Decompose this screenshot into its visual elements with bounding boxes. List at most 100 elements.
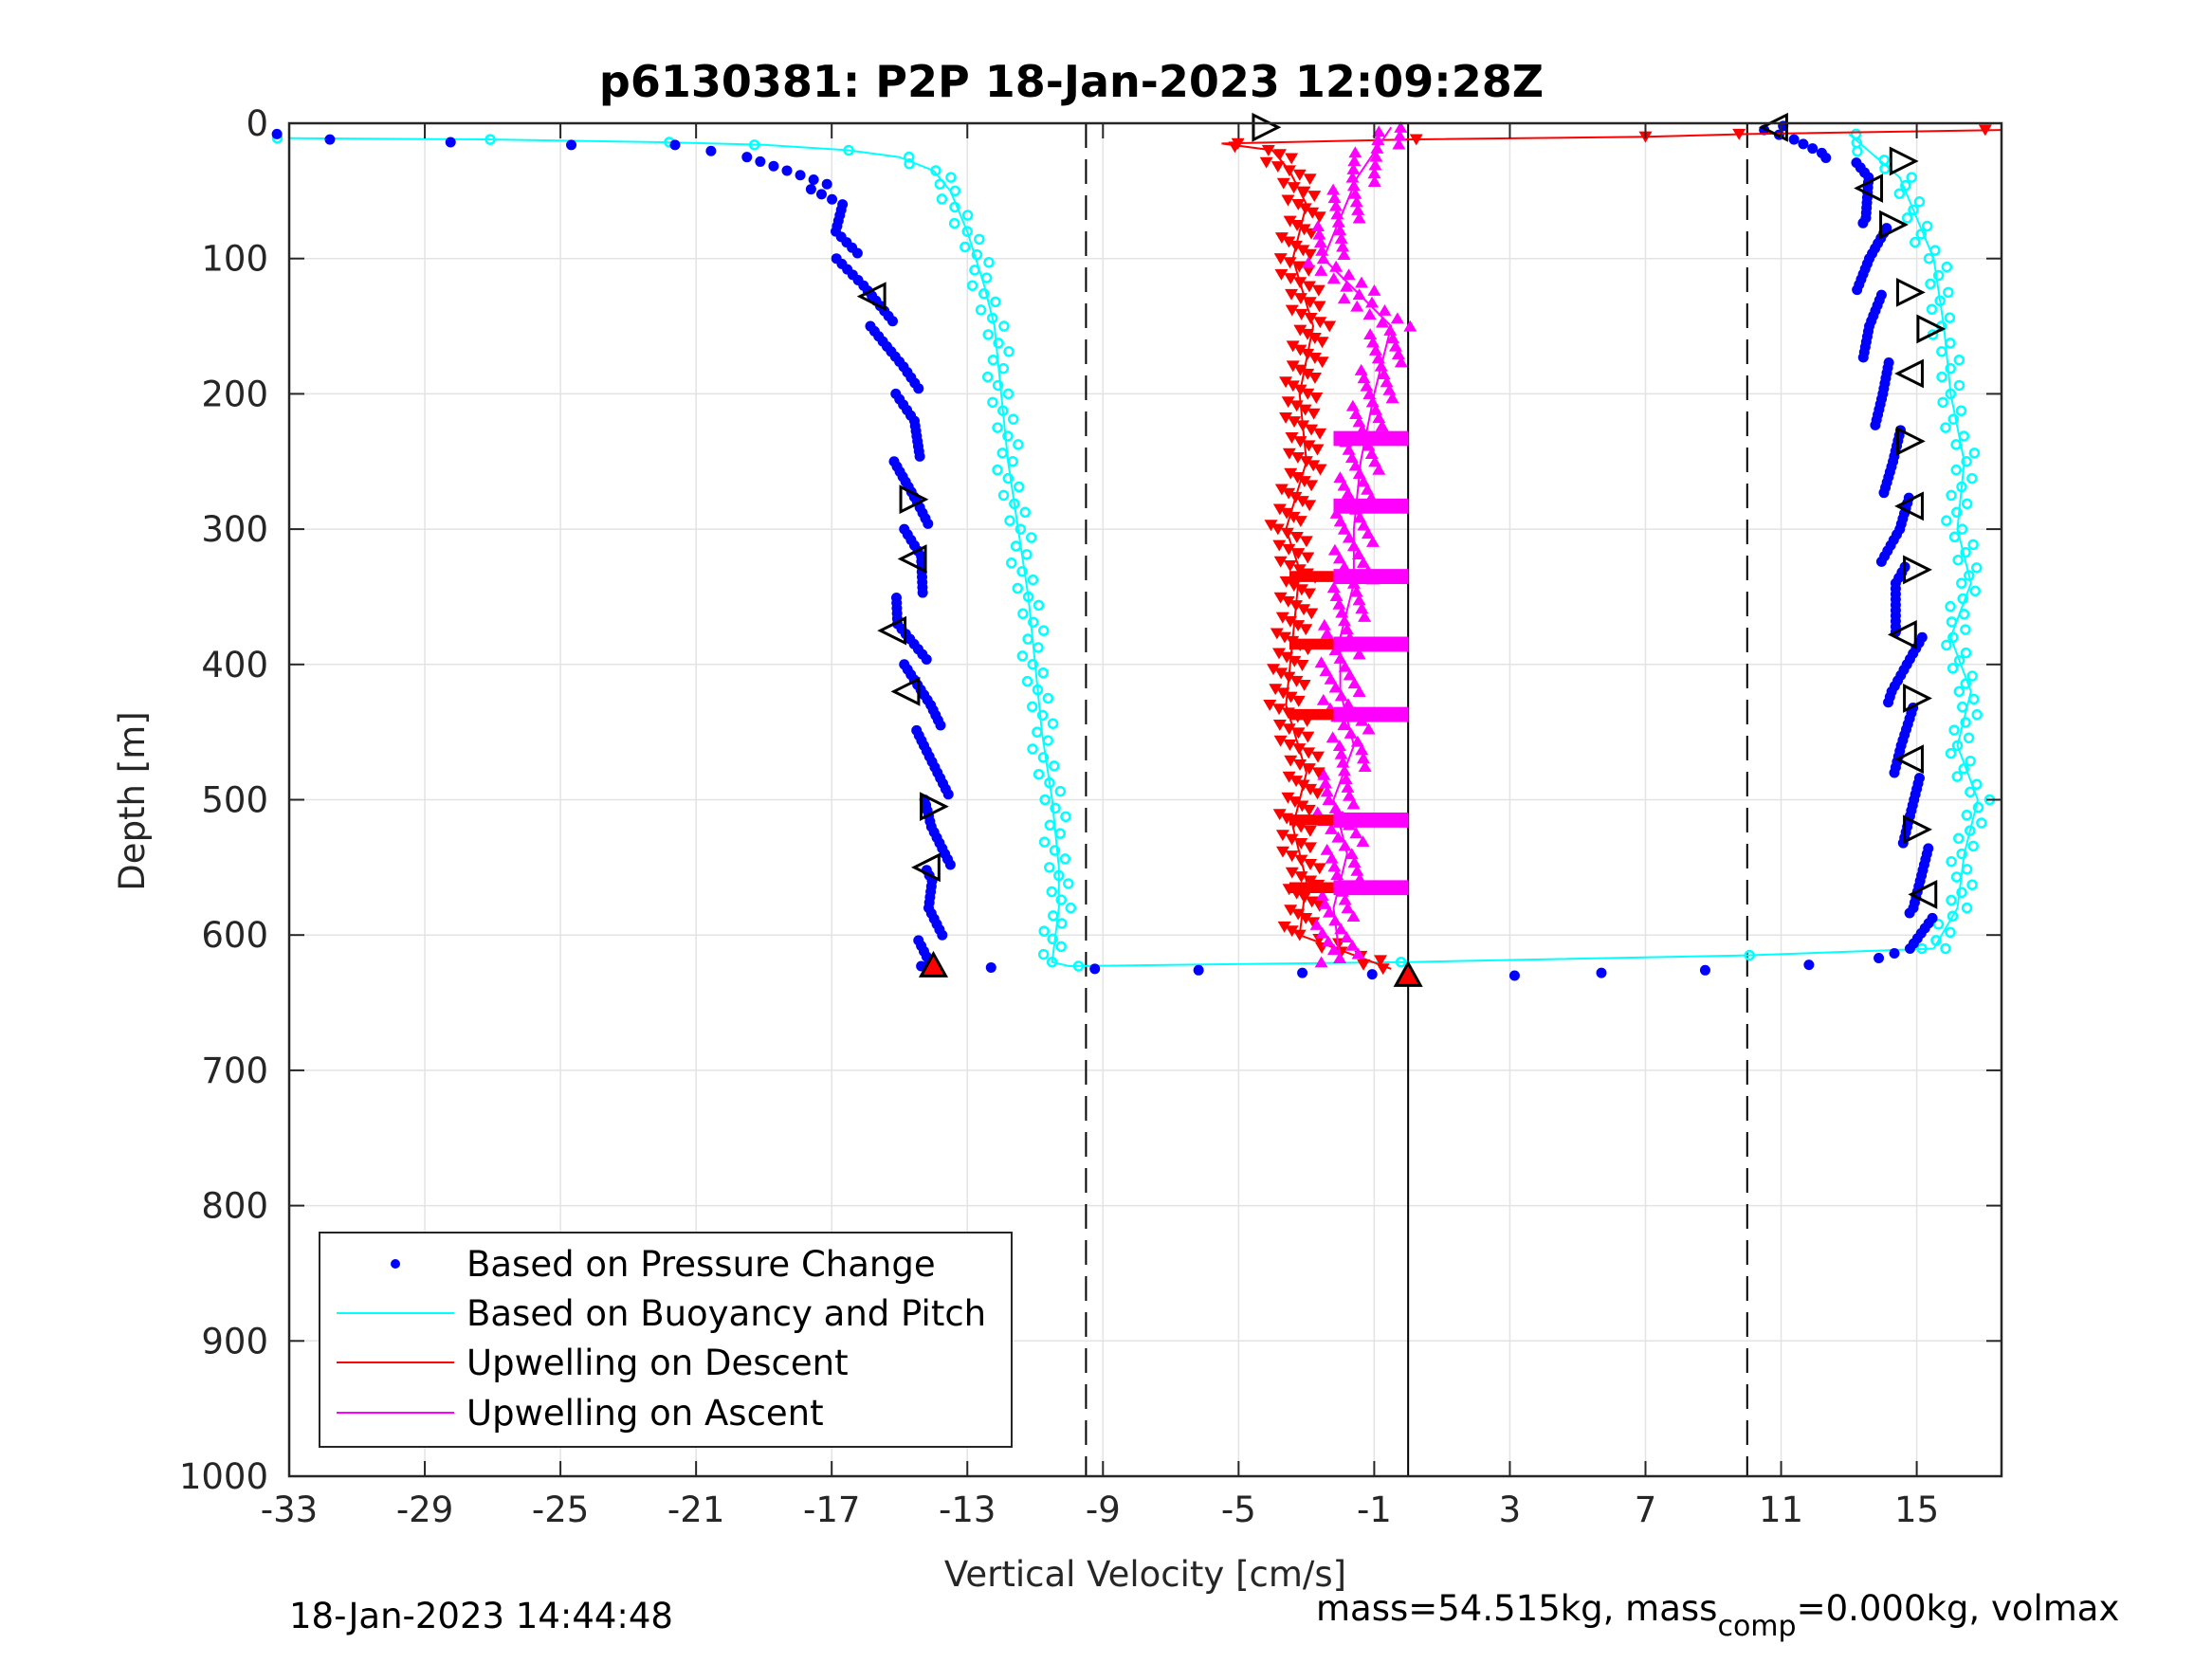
- upwelling-descent-point: [1292, 743, 1307, 756]
- pressure-point: [1089, 963, 1101, 975]
- upwelling-descent-point: [1301, 328, 1315, 340]
- pressure-point: [921, 653, 932, 665]
- upwelling-descent-point: [1305, 608, 1319, 620]
- upwelling-descent-point: [1302, 804, 1316, 816]
- upwelling-descent-point: [1289, 240, 1303, 252]
- buoyancy-point: [1050, 802, 1061, 814]
- upwelling-ascent-point: [1315, 889, 1329, 902]
- thrust-marker: [856, 282, 887, 312]
- upwelling-ascent-point: [1341, 902, 1355, 914]
- upwelling-ascent-point: [1347, 677, 1362, 689]
- upwelling-descent-point: [1291, 548, 1306, 560]
- buoyancy-point: [1005, 557, 1017, 569]
- legend: Based on Pressure Change Based on Buoyan…: [319, 1232, 1013, 1448]
- upwelling-ascent-point: [1372, 463, 1386, 475]
- pressure-point: [851, 247, 863, 259]
- upwelling-descent-point: [1297, 186, 1311, 198]
- upwelling-ascent-point: [1357, 752, 1371, 764]
- upwelling-ascent-point: [1355, 276, 1369, 288]
- upwelling-ascent-point: [1352, 648, 1366, 660]
- upwelling-descent-point: [1267, 664, 1281, 676]
- footer-timestamp: 18-Jan-2023 14:44:48: [289, 1596, 673, 1636]
- x-tick-label: -29: [396, 1489, 453, 1530]
- upwelling-ascent-point: [1334, 689, 1348, 702]
- pressure-point: [1923, 843, 1934, 854]
- upwelling-descent-point: [1295, 660, 1309, 671]
- upwelling-ascent-point: [1334, 747, 1348, 759]
- upwelling-ascent-point: [1325, 851, 1339, 864]
- upwelling-ascent-point: [1328, 801, 1343, 813]
- upwelling-descent-point: [1281, 194, 1295, 207]
- upwelling-ascent-point: [1389, 339, 1403, 352]
- buoyancy-point: [1036, 709, 1049, 722]
- y-tick-label: 0: [246, 103, 268, 144]
- upwelling-descent-point: [1273, 253, 1288, 265]
- pressure-point: [887, 316, 898, 327]
- thrust-marker: [1252, 112, 1282, 142]
- upwelling-ascent-point: [1309, 918, 1324, 930]
- series-layer: [271, 120, 2002, 981]
- upwelling-descent-point: [1289, 600, 1303, 612]
- upwelling-descent-point: [1303, 500, 1317, 512]
- upwelling-descent-point: [1280, 507, 1294, 520]
- upwelling-ascent-point: [1377, 368, 1391, 380]
- upwelling-ascent-point: [1351, 947, 1365, 959]
- upwelling-descent-point: [1274, 484, 1289, 496]
- upwelling-ascent-point: [1312, 228, 1326, 240]
- buoyancy-point: [748, 139, 760, 151]
- upwelling-descent-point: [1289, 675, 1304, 687]
- upwelling-ascent-point: [1394, 356, 1408, 368]
- upwelling-ascent-point: [1323, 905, 1337, 918]
- upwelling-descent-point: [1292, 261, 1307, 273]
- upwelling-ascent-point: [1319, 665, 1333, 676]
- buoyancy-point: [1913, 196, 1926, 208]
- x-tick-label: 11: [1759, 1489, 1803, 1530]
- upwelling-ascent-point: [1326, 943, 1341, 956]
- buoyancy-point: [1953, 685, 1965, 698]
- buoyancy-point: [1016, 565, 1028, 577]
- upwelling-descent-point: [1302, 747, 1316, 759]
- buoyancy-point: [1968, 693, 1980, 705]
- thrust-marker: [1854, 174, 1884, 203]
- upwelling-ascent-point: [1318, 897, 1332, 909]
- upwelling-ascent-point: [1338, 764, 1352, 777]
- buoyancy-point: [1957, 593, 1968, 605]
- upwelling-descent-point: [1272, 539, 1287, 552]
- buoyancy-point: [1002, 430, 1014, 442]
- upwelling-descent-point: [1304, 858, 1318, 870]
- upwelling-ascent-point: [1349, 827, 1363, 839]
- pressure-point: [985, 961, 996, 973]
- footer-mass-info: mass=54.515kg, masscomp=0.000kg, volmax: [1316, 1588, 2119, 1643]
- upwelling-descent-point: [1288, 796, 1302, 808]
- pressure-point: [1889, 947, 1900, 959]
- upwelling-ascent-point: [1316, 693, 1330, 705]
- pressure-point: [1916, 631, 1928, 643]
- upwelling-descent-point: [1272, 503, 1287, 516]
- upwelling-descent-point: [1304, 875, 1318, 887]
- upwelling-descent-point: [1282, 487, 1296, 500]
- y-tick-label: 1000: [179, 1456, 268, 1497]
- upwelling-descent-point: [1302, 281, 1316, 293]
- y-tick-label: 100: [201, 239, 268, 280]
- upwelling-ascent-point: [1368, 343, 1382, 356]
- upwelling-descent-point: [1295, 496, 1309, 508]
- thrust-marker: [1903, 684, 1932, 713]
- buoyancy-point: [1950, 871, 1963, 883]
- legend-label-descent: Upwelling on Descent: [466, 1343, 849, 1383]
- upwelling-ascent-point: [1356, 835, 1370, 848]
- upwelling-ascent-point: [1356, 556, 1370, 568]
- upwelling-descent-point: [1282, 236, 1296, 248]
- upwelling-descent-point: [1287, 511, 1301, 523]
- x-tick-label: -13: [939, 1489, 996, 1530]
- upwelling-ascent-point: [1362, 722, 1376, 735]
- buoyancy-point: [1744, 949, 1756, 961]
- buoyancy-point: [1038, 836, 1051, 848]
- upwelling-descent-point: [1301, 552, 1315, 564]
- buoyancy-point: [1916, 942, 1928, 955]
- upwelling-ascent-point: [1352, 211, 1366, 224]
- upwelling-descent-point: [1282, 165, 1296, 177]
- pressure-point: [1366, 969, 1378, 980]
- buoyancy-point: [1033, 642, 1044, 653]
- upwelling-descent-point: [1271, 161, 1285, 173]
- buoyancy-point: [1054, 828, 1066, 839]
